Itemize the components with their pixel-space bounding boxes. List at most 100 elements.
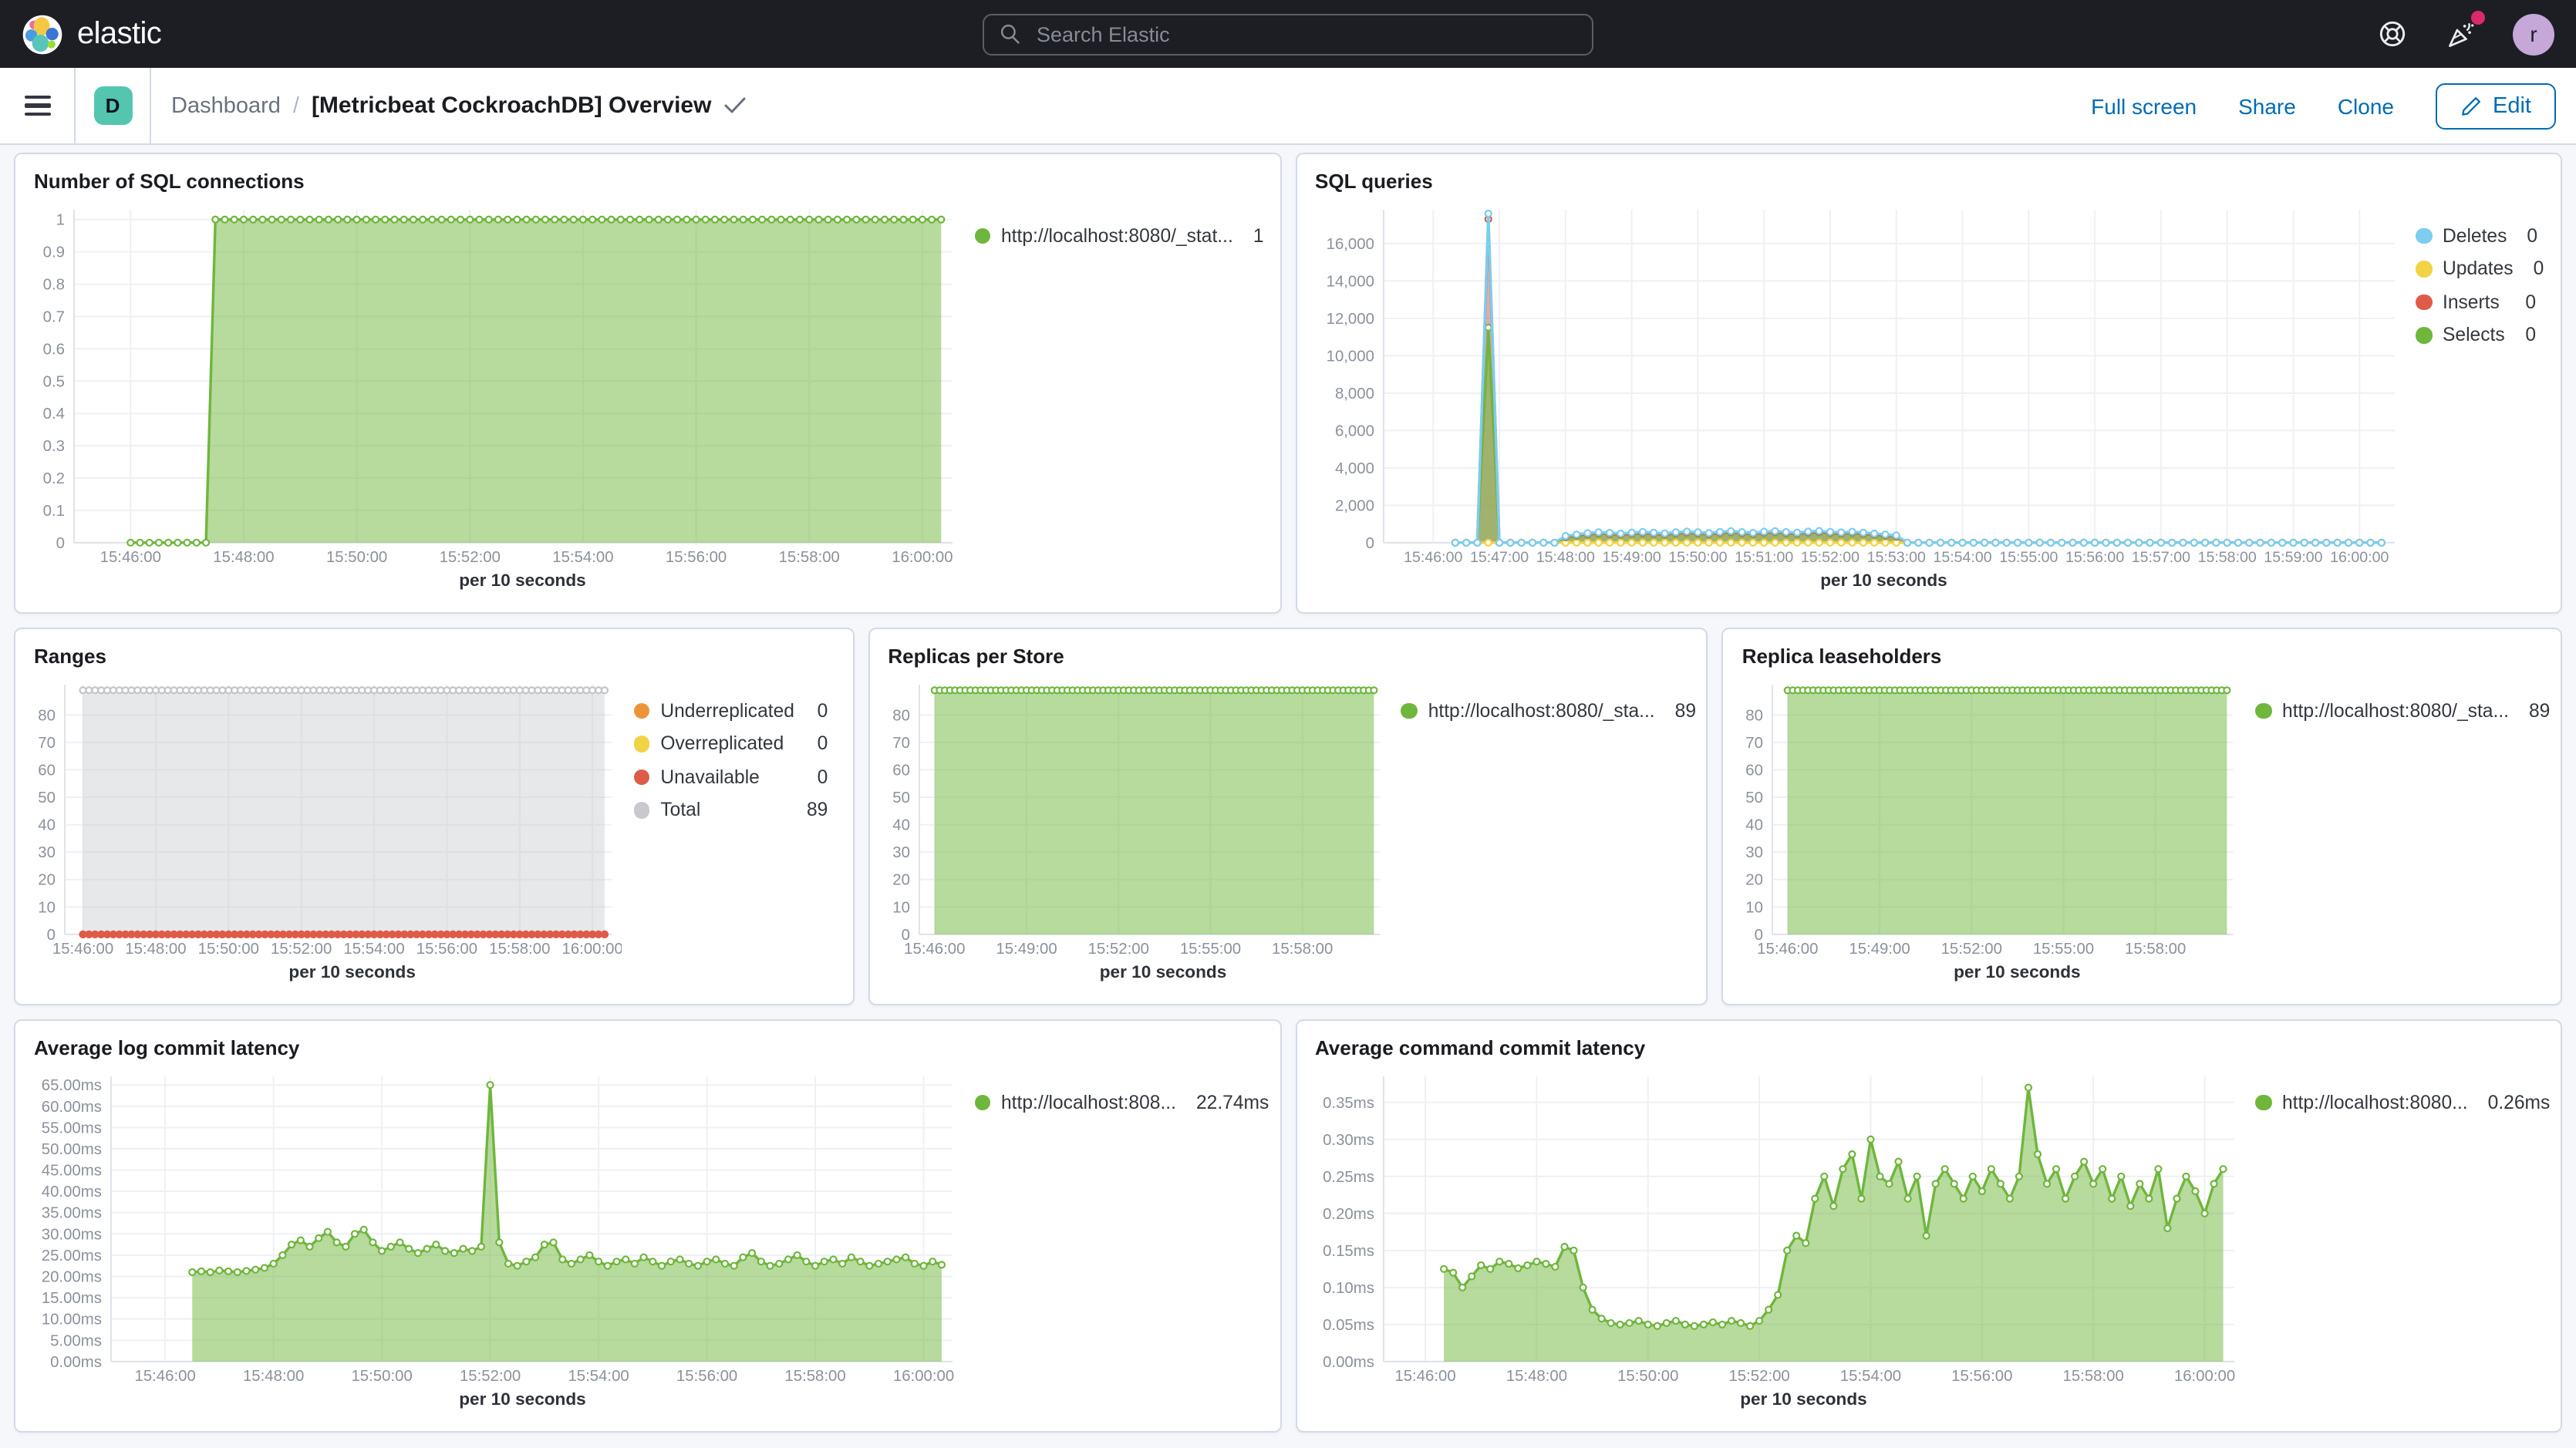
svg-text:40: 40 [1746, 817, 1764, 834]
panel-average-command-commit-latency: Average command commit latency 15:46:001… [1295, 1019, 2562, 1433]
legend-item[interactable]: http://localhost:8080/_sta... 89 [2255, 694, 2536, 727]
legend-item[interactable]: http://localhost:808... 22.74ms [974, 1086, 1255, 1119]
search-input[interactable] [1033, 21, 1576, 47]
brand-wordmark: elastic [77, 16, 161, 52]
legend-value: 89 [2520, 700, 2550, 722]
svg-text:35.00ms: 35.00ms [42, 1205, 102, 1222]
breadcrumb-dashboard-link[interactable]: Dashboard [171, 93, 281, 118]
legend-item[interactable]: Overreplicated 0 [633, 727, 828, 760]
svg-text:15:54:00: 15:54:00 [568, 1368, 629, 1385]
dashboard-grid: Number of SQL connections 15:46:0015:48:… [0, 145, 2576, 1446]
dashboard-app-button[interactable]: D [76, 68, 151, 143]
legend-label: Deletes [2443, 225, 2507, 247]
legend-label: Total [660, 800, 700, 821]
series-dot [633, 736, 649, 752]
svg-text:16:00:00: 16:00:00 [2329, 549, 2388, 566]
legend-value: 89 [1666, 700, 1696, 722]
svg-text:4,000: 4,000 [1334, 460, 1374, 477]
help-button[interactable] [2374, 15, 2411, 52]
title-check-icon[interactable] [723, 97, 747, 114]
svg-text:55.00ms: 55.00ms [42, 1120, 102, 1137]
panel-sql-queries: SQL queries 15:46:0015:47:0015:48:0015:4… [1295, 153, 2562, 614]
legend-item[interactable]: Deletes 0 [2416, 219, 2536, 252]
series-dot [2255, 1094, 2271, 1110]
svg-text:0: 0 [1365, 535, 1374, 552]
svg-text:50.00ms: 50.00ms [42, 1141, 102, 1158]
svg-text:20: 20 [892, 872, 910, 889]
series-dot [2416, 227, 2432, 244]
legend-item[interactable]: Inserts 0 [2416, 285, 2536, 318]
panel-title: Average log commit latency [34, 1036, 1264, 1059]
x-axis-title: per 10 seconds [1312, 572, 2403, 600]
full-screen-button[interactable]: Full screen [2091, 93, 2197, 118]
svg-text:15:48:00: 15:48:00 [243, 1368, 304, 1385]
breadcrumb: Dashboard / [Metricbeat CockroachDB] Ove… [151, 93, 747, 119]
svg-text:16:00:00: 16:00:00 [892, 549, 953, 566]
svg-text:15:48:00: 15:48:00 [125, 941, 186, 958]
svg-text:15:49:00: 15:49:00 [1602, 549, 1661, 566]
app-header: elastic [0, 0, 2576, 68]
edit-button[interactable]: Edit [2436, 83, 2556, 129]
legend-item[interactable]: Unavailable 0 [633, 760, 828, 793]
svg-text:15:46:00: 15:46:00 [134, 1368, 195, 1385]
legend-item[interactable]: Total 89 [633, 793, 828, 827]
svg-text:15:49:00: 15:49:00 [996, 941, 1057, 958]
chart-legend: Underreplicated 0 Overreplicated 0 Unava… [621, 674, 837, 992]
hamburger-icon [24, 95, 50, 116]
legend-item[interactable]: Underreplicated 0 [633, 694, 828, 727]
series-dot [974, 1094, 990, 1110]
panel-title: Average command commit latency [1315, 1036, 2545, 1059]
svg-text:6,000: 6,000 [1334, 423, 1374, 439]
svg-text:15:52:00: 15:52:00 [460, 1368, 521, 1385]
global-search[interactable] [983, 13, 1593, 55]
svg-text:10.00ms: 10.00ms [42, 1312, 102, 1328]
legend-label: Selects [2443, 325, 2505, 346]
legend-item[interactable]: http://localhost:8080... 0.26ms [2255, 1086, 2536, 1119]
svg-text:15:56:00: 15:56:00 [676, 1368, 737, 1385]
notification-dot [2471, 11, 2485, 25]
legend-item[interactable]: http://localhost:8080/_stat... 1 [974, 219, 1255, 252]
x-axis-title: per 10 seconds [31, 572, 962, 600]
legend-value: 22.74ms [1187, 1092, 1269, 1113]
svg-text:15:50:00: 15:50:00 [198, 941, 259, 958]
series-dot [2255, 702, 2271, 719]
svg-text:70: 70 [892, 735, 910, 752]
panel-ranges: Ranges 15:46:0015:48:0015:50:0015:52:001… [14, 628, 854, 1005]
svg-text:60: 60 [1746, 762, 1764, 779]
svg-text:25.00ms: 25.00ms [42, 1248, 102, 1264]
main-menu-button[interactable] [0, 68, 76, 143]
user-avatar[interactable]: r [2513, 13, 2554, 55]
legend-label: Unavailable [660, 766, 760, 788]
svg-text:15:52:00: 15:52:00 [440, 549, 501, 566]
legend-value: 0 [2516, 291, 2536, 313]
series-dot [633, 769, 649, 785]
command-commit-latency-chart: 15:46:0015:48:0015:50:0015:52:0015:54:00… [1312, 1066, 2243, 1389]
svg-text:0.8: 0.8 [43, 277, 65, 294]
legend-item[interactable]: Updates 0 [2416, 252, 2536, 285]
chart-legend: Deletes 0 Updates 0 Inserts 0 [2403, 199, 2545, 600]
x-axis-title: per 10 seconds [885, 964, 1388, 992]
x-axis-title: per 10 seconds [1739, 964, 2243, 992]
svg-text:40: 40 [892, 817, 910, 834]
legend-item[interactable]: Selects 0 [2416, 318, 2536, 352]
news-feed-button[interactable] [2443, 15, 2480, 52]
svg-text:15:54:00: 15:54:00 [343, 941, 404, 958]
legend-label: http://localhost:8080/_stat... [1001, 225, 1233, 247]
dashboard-badge: D [93, 86, 132, 125]
dashboard-toolbar: D Dashboard / [Metricbeat CockroachDB] O… [0, 68, 2576, 145]
svg-text:15:55:00: 15:55:00 [1998, 549, 2057, 566]
share-button[interactable]: Share [2238, 93, 2296, 118]
elastic-logo[interactable]: elastic [22, 13, 161, 55]
svg-text:20: 20 [1746, 872, 1764, 889]
legend-item[interactable]: http://localhost:8080/_sta... 89 [1401, 694, 1682, 727]
svg-text:15:58:00: 15:58:00 [2062, 1368, 2123, 1385]
svg-text:20: 20 [38, 872, 56, 889]
svg-text:50: 50 [892, 790, 910, 807]
panel-title: Replicas per Store [888, 645, 1691, 668]
svg-text:15:52:00: 15:52:00 [1087, 941, 1148, 958]
clone-button[interactable]: Clone [2338, 93, 2394, 118]
svg-text:45.00ms: 45.00ms [42, 1163, 102, 1180]
legend-label: http://localhost:808... [1001, 1092, 1176, 1113]
svg-text:15:50:00: 15:50:00 [1667, 549, 1726, 566]
legend-label: Overreplicated [660, 733, 784, 755]
